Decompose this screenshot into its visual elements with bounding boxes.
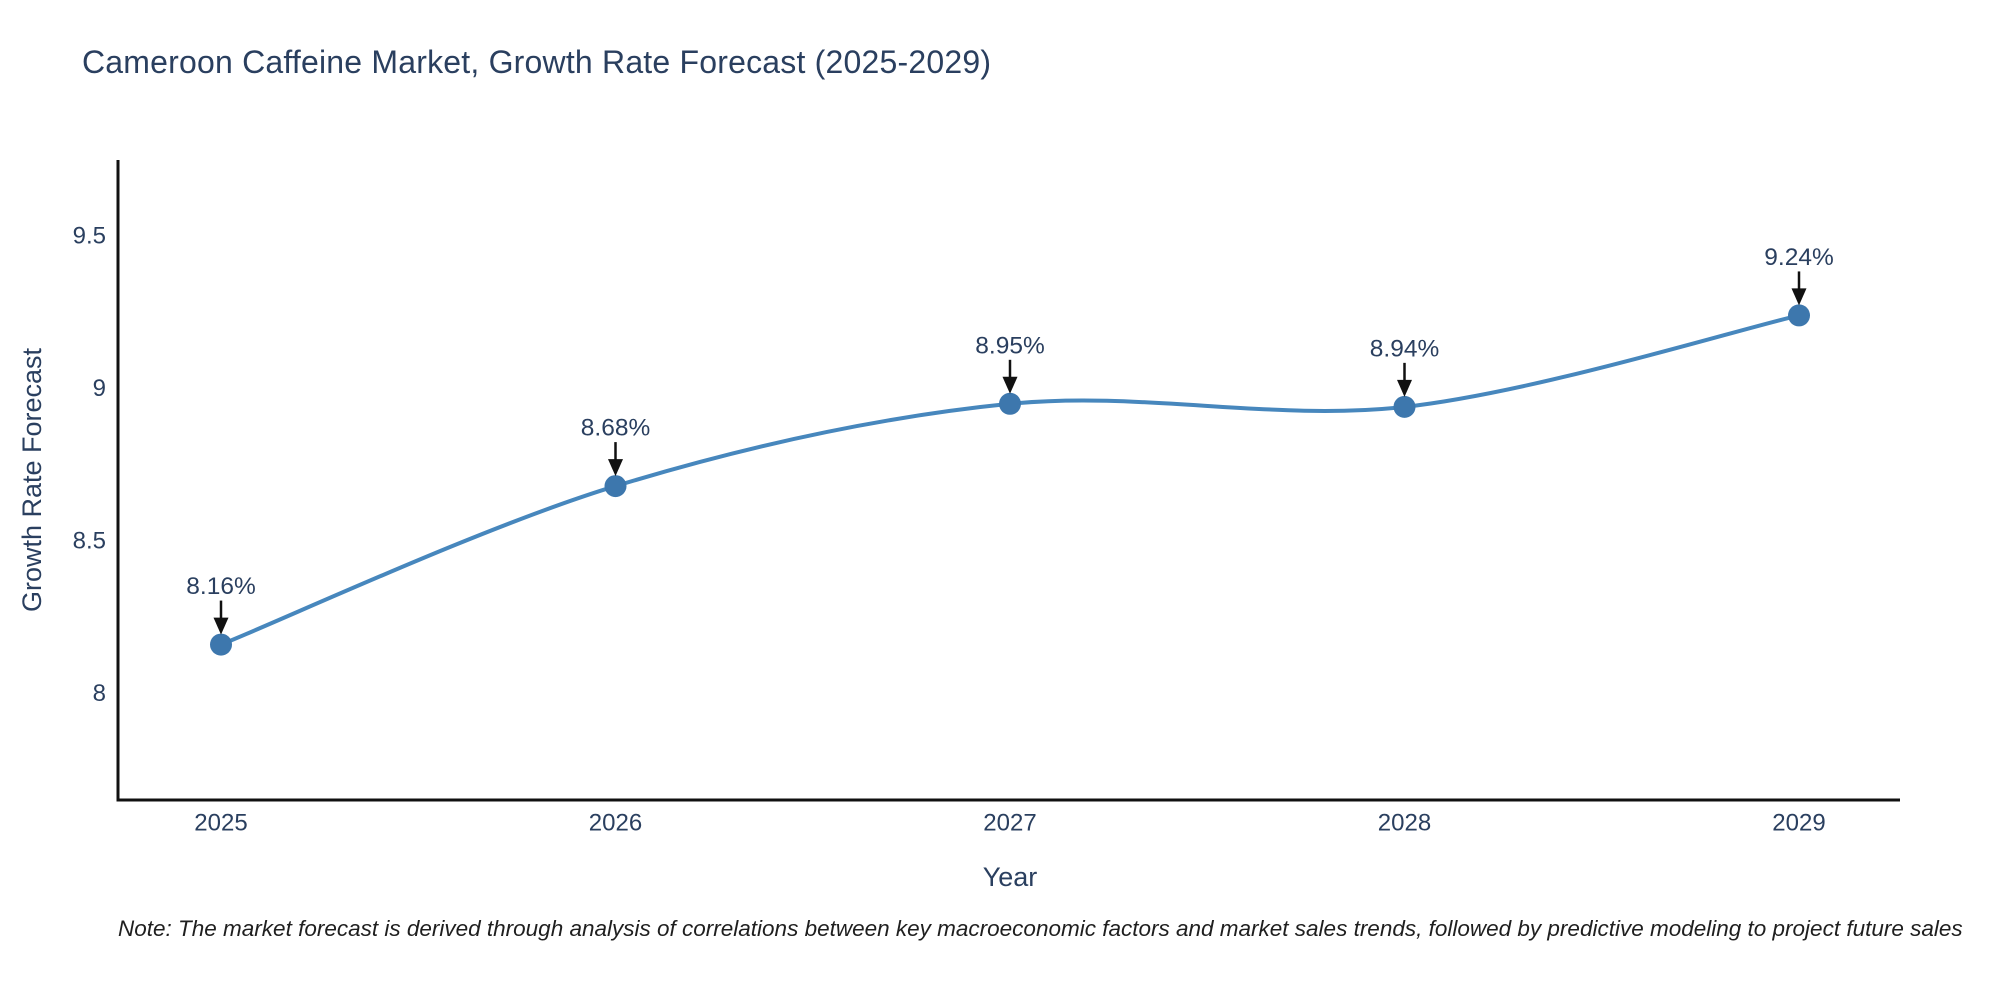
x-tick-label: 2029 xyxy=(1772,810,1825,837)
data-point-marker xyxy=(999,392,1021,415)
x-axis-title: Year xyxy=(983,862,1038,892)
y-tick-label: 9 xyxy=(93,375,106,402)
chart-title: Cameroon Caffeine Market, Growth Rate Fo… xyxy=(82,44,992,80)
data-point-marker xyxy=(1393,395,1416,418)
annotation-label: 8.16% xyxy=(186,573,255,600)
annotation-label: 8.95% xyxy=(975,332,1044,359)
annotation-arrow-head xyxy=(1791,288,1807,306)
y-tick-label: 8 xyxy=(93,680,106,707)
x-tick-label: 2028 xyxy=(1378,810,1431,837)
y-tick-label: 8.5 xyxy=(73,527,106,554)
y-axis-title: Growth Rate Forecast xyxy=(17,347,47,612)
annotation-arrow-head xyxy=(1002,376,1018,394)
x-tick-label: 2026 xyxy=(589,810,642,837)
annotation-arrow-head xyxy=(213,617,229,635)
annotation-arrow-head xyxy=(608,459,623,477)
data-point-marker xyxy=(604,475,627,498)
data-point-marker xyxy=(1788,304,1810,327)
annotation-label: 8.94% xyxy=(1370,335,1439,362)
y-tick-label: 9.5 xyxy=(73,223,106,250)
annotation-arrow-head xyxy=(1397,379,1412,397)
annotation-label: 8.68% xyxy=(581,415,650,442)
chart-footnote: Note: The market forecast is derived thr… xyxy=(118,916,1963,941)
x-tick-label: 2027 xyxy=(983,810,1036,837)
annotation-label: 9.24% xyxy=(1764,244,1833,271)
x-tick-label: 2025 xyxy=(194,810,247,837)
data-point-marker xyxy=(210,633,232,656)
